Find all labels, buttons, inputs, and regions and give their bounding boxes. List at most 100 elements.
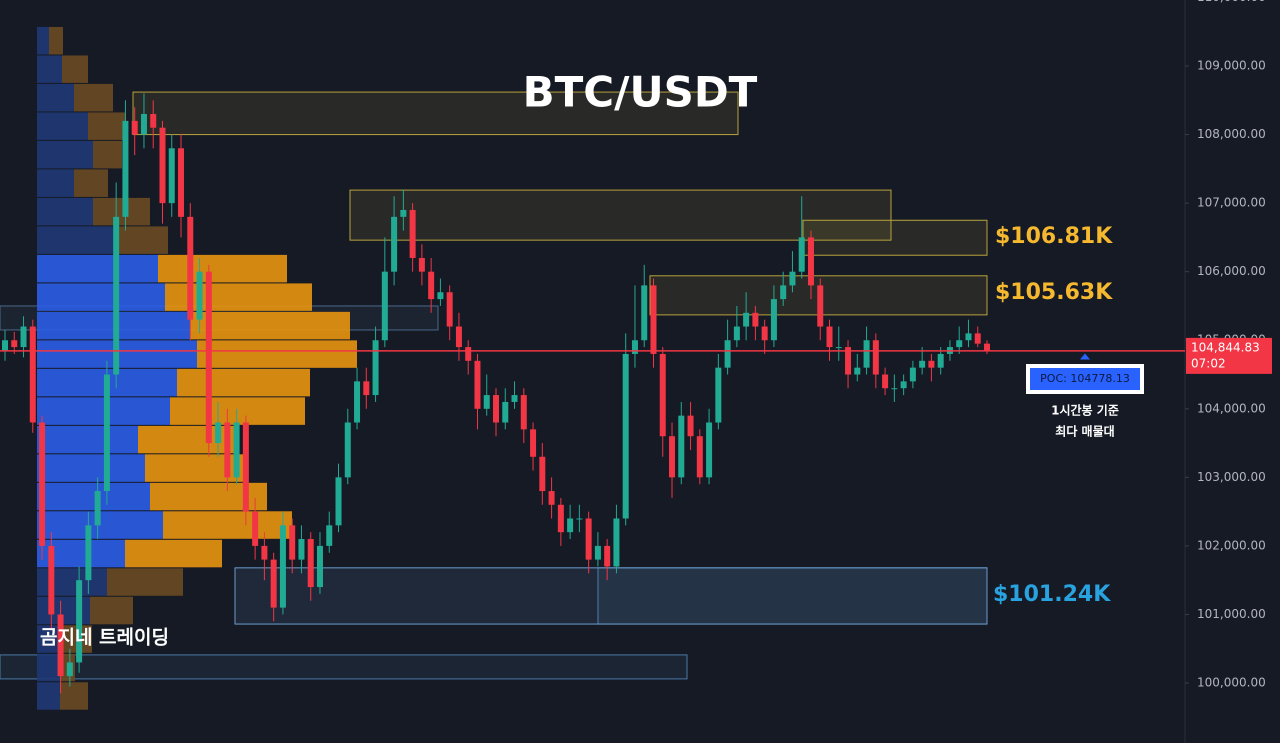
profile-sell xyxy=(190,311,350,340)
candle-body xyxy=(187,216,194,320)
annotation: 최다 매물대 xyxy=(1055,424,1114,439)
candle-body xyxy=(900,381,907,389)
candle-body xyxy=(706,422,713,478)
candle-body xyxy=(335,477,342,526)
profile-buy xyxy=(37,197,93,226)
candle-body xyxy=(511,395,518,402)
candle-body xyxy=(261,545,268,560)
candle-body xyxy=(94,491,101,526)
profile-buy xyxy=(37,482,150,511)
candle-body xyxy=(576,518,583,520)
candle-body xyxy=(761,326,768,341)
candle-body xyxy=(150,114,157,128)
candle-body xyxy=(585,518,592,560)
candle-body xyxy=(882,374,889,389)
profile-sell xyxy=(60,682,88,710)
candle-body xyxy=(641,285,648,341)
candle-body xyxy=(270,559,277,608)
candle-body xyxy=(919,360,926,368)
profile-sell xyxy=(197,340,357,368)
candle-body xyxy=(428,271,435,300)
profile-buy xyxy=(37,55,62,83)
candle-body xyxy=(539,456,546,492)
candle-body xyxy=(400,209,407,217)
profile-sell xyxy=(170,397,305,425)
candle-body xyxy=(437,292,444,300)
candle-body xyxy=(817,285,824,327)
candle-body xyxy=(520,395,527,430)
candle-body xyxy=(131,120,138,135)
candle-body xyxy=(872,340,879,375)
candle-body xyxy=(909,367,916,382)
profile-sell xyxy=(49,26,63,55)
candle-body xyxy=(215,422,222,444)
annotation: $105.63K xyxy=(995,280,1113,305)
candle-body xyxy=(807,237,814,286)
candle-body xyxy=(196,271,203,320)
candle-body xyxy=(474,360,481,409)
profile-buy xyxy=(37,140,93,169)
price-zone xyxy=(0,654,688,680)
candle-body xyxy=(845,347,852,375)
candle-body xyxy=(316,545,323,588)
profile-sell xyxy=(90,596,133,625)
profile-sell xyxy=(150,482,267,511)
countdown-label: 07:02 xyxy=(1191,356,1226,370)
profile-sell xyxy=(62,55,88,83)
candle-body xyxy=(743,312,750,327)
candle-body xyxy=(391,216,398,272)
candle-body xyxy=(205,271,212,444)
profile-buy xyxy=(37,397,170,425)
candle-body xyxy=(76,580,83,663)
y-tick-label: 100,000.00 xyxy=(1197,676,1266,690)
profile-sell xyxy=(163,511,292,539)
candle-body xyxy=(11,340,18,348)
candle-body xyxy=(418,257,425,272)
candle-body xyxy=(715,367,722,423)
profile-buy xyxy=(37,283,165,311)
y-tick-label: 107,000.00 xyxy=(1197,196,1266,210)
candle-body xyxy=(465,347,472,361)
profile-sell xyxy=(74,169,108,197)
profile-sell xyxy=(93,140,122,169)
candle-body xyxy=(66,662,73,677)
candle-body xyxy=(659,353,666,437)
price-zone xyxy=(234,567,988,625)
candle-body xyxy=(279,525,286,608)
candle-body xyxy=(956,340,963,348)
profile-buy xyxy=(37,568,107,596)
candle-body xyxy=(113,216,120,375)
candle-body xyxy=(122,120,129,217)
profile-buy xyxy=(37,454,145,482)
candle-body xyxy=(57,614,64,677)
profile-sell xyxy=(125,539,222,568)
overlay: 104,844.83 07:02 POC: 104778.13 $106.81K $10… xyxy=(0,224,1272,649)
candle-body xyxy=(20,326,27,348)
candle-body xyxy=(455,326,462,348)
candle-body xyxy=(493,395,499,423)
y-tick-label: 109,000.00 xyxy=(1197,59,1266,73)
last-price-tag xyxy=(1186,337,1272,374)
profile-buy xyxy=(37,112,88,140)
profile-sell xyxy=(107,568,183,596)
y-tick-label: 108,000.00 xyxy=(1197,127,1266,141)
profile-sell xyxy=(158,254,287,283)
candle-body xyxy=(928,360,935,368)
candle-body xyxy=(965,333,972,341)
candle-body xyxy=(937,353,944,368)
candle-body xyxy=(140,114,147,135)
candle-body xyxy=(326,525,333,546)
profile-sell xyxy=(93,197,150,226)
candle-body xyxy=(289,525,296,560)
profile-sell xyxy=(177,368,310,397)
candle-body xyxy=(789,271,796,286)
profile-sell xyxy=(165,283,312,311)
candle-body xyxy=(298,539,305,560)
candle-body xyxy=(650,285,657,354)
profile-buy xyxy=(37,26,49,55)
profile-buy xyxy=(37,653,60,682)
candle-body xyxy=(242,422,249,512)
profile-sell xyxy=(115,226,168,254)
candle-body xyxy=(224,422,231,478)
candle-body xyxy=(159,127,166,204)
